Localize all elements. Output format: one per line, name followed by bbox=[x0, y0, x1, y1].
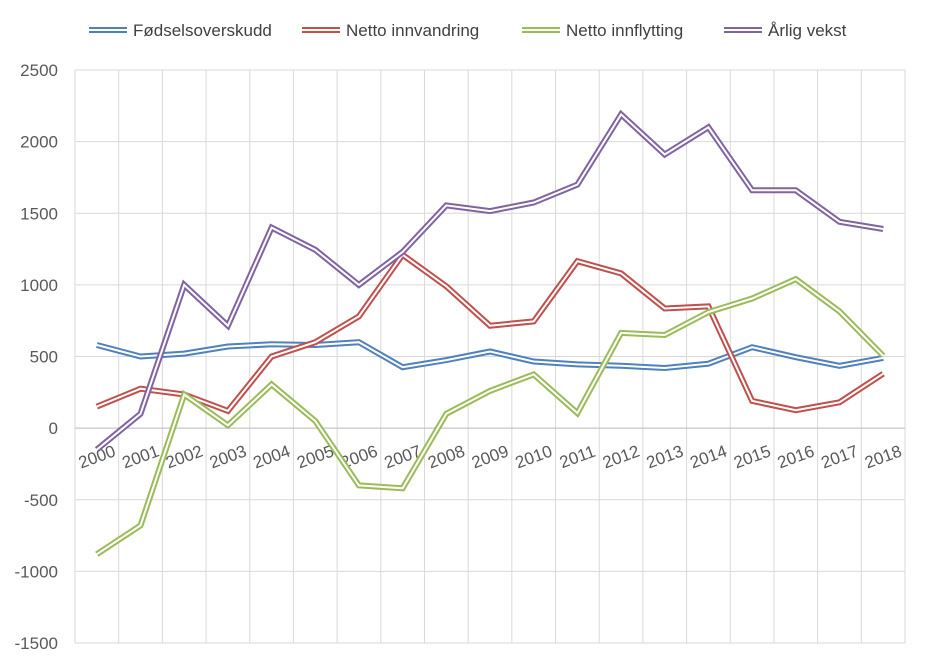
y-tick-label: 2000 bbox=[20, 133, 58, 152]
series-netto-innvandring bbox=[95, 250, 885, 415]
legend-item: Netto innvandring bbox=[302, 21, 479, 40]
y-tick-label: 2500 bbox=[20, 61, 58, 80]
series-f-dselsoverskudd bbox=[96, 339, 884, 372]
series-lines bbox=[94, 109, 886, 557]
x-tick-label: 2017 bbox=[819, 442, 861, 473]
x-tick-label: 2014 bbox=[688, 442, 730, 473]
x-tick-label: 2015 bbox=[731, 442, 773, 473]
x-tick-label: 2001 bbox=[120, 442, 162, 473]
y-tick-label: 1500 bbox=[20, 204, 58, 223]
y-tick-label: 0 bbox=[49, 419, 58, 438]
series-line-inner bbox=[96, 253, 884, 413]
y-tick-label: 1000 bbox=[20, 276, 58, 295]
x-tick-label: 2013 bbox=[644, 442, 686, 473]
x-tick-label: 2012 bbox=[600, 442, 642, 473]
x-tick-label: 2018 bbox=[862, 442, 904, 473]
x-tick-label: 2008 bbox=[425, 442, 467, 473]
series-netto-innflytting bbox=[95, 275, 886, 557]
x-tick-label: 2010 bbox=[513, 442, 555, 473]
legend-label: Fødselsoverskudd bbox=[133, 21, 272, 40]
legend-label: Netto innflytting bbox=[566, 21, 683, 40]
x-tick-label: 2009 bbox=[469, 442, 511, 473]
series-line-inner bbox=[96, 112, 884, 451]
y-tick-label: -1500 bbox=[15, 634, 58, 653]
legend-item: Netto innflytting bbox=[522, 21, 683, 40]
series-line-outer bbox=[95, 250, 885, 415]
legend-label: Årlig vekst bbox=[768, 21, 847, 40]
legend-label: Netto innvandring bbox=[346, 21, 479, 40]
x-tick-label: 2016 bbox=[775, 442, 817, 473]
x-tick-label: 2004 bbox=[251, 442, 293, 473]
legend-item: Årlig vekst bbox=[724, 21, 847, 40]
series-line-inner bbox=[96, 341, 884, 370]
legend: Fødselsoverskudd Netto innvandring Netto i… bbox=[89, 21, 847, 40]
x-tick-label: 2003 bbox=[207, 442, 249, 473]
legend-item: Fødselsoverskudd bbox=[89, 21, 272, 40]
y-tick-label: -500 bbox=[24, 491, 58, 510]
y-tick-label: -1000 bbox=[15, 562, 58, 581]
series--rlig-vekst bbox=[94, 109, 884, 452]
series-line-outer bbox=[94, 109, 884, 452]
series-line-inner bbox=[96, 277, 884, 556]
y-tick-label: 500 bbox=[30, 348, 58, 367]
series-line-outer bbox=[96, 339, 884, 372]
x-tick-label: 2011 bbox=[557, 442, 598, 472]
